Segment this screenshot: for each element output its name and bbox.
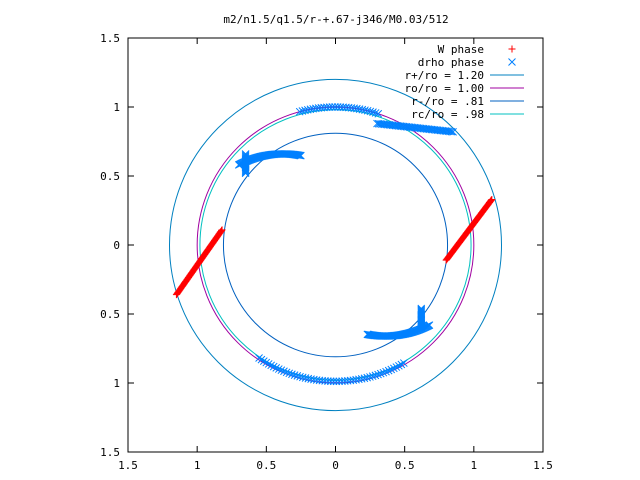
legend-swatch-0 <box>508 45 516 53</box>
data-point-1-237 <box>392 363 401 371</box>
data-point-1-239 <box>397 360 406 369</box>
data-point-1-193 <box>272 363 281 372</box>
data-point-1-171 <box>333 103 342 111</box>
data-point-1-156 <box>374 109 383 118</box>
y-tick-label-2: 0.5 <box>100 308 120 321</box>
x-tick-label-5: 1 <box>471 459 478 472</box>
data-point-1-198 <box>285 369 294 378</box>
legend-label-2: r+/ro = 1.20 <box>405 69 484 82</box>
y-tick-label-5: 1 <box>113 101 120 114</box>
data-point-1-170 <box>336 103 345 111</box>
legend-swatch-1 <box>508 58 516 66</box>
x-tick-label-2: 0.5 <box>256 459 276 472</box>
y-tick-label-4: 0.5 <box>100 170 120 183</box>
data-point-1-197 <box>282 368 291 377</box>
data-point-1-191 <box>267 361 276 370</box>
data-point-1-188 <box>259 357 268 365</box>
data-point-1-228 <box>368 372 377 381</box>
radius-circle-0 <box>169 78 502 412</box>
data-point-0-157 <box>487 197 495 205</box>
data-point-1-199 <box>288 370 296 379</box>
data-point-1-155 <box>234 161 243 169</box>
data-point-1-213 <box>326 377 335 386</box>
data-point-1-196 <box>280 367 288 376</box>
data-point-1-215 <box>332 377 341 386</box>
data-point-1-230 <box>374 370 382 379</box>
data-point-1-232 <box>379 368 388 377</box>
data-point-1-229 <box>371 371 380 380</box>
data-point-1-192 <box>269 362 278 371</box>
data-point-1-185 <box>295 107 304 116</box>
x-tick-label-4: 0.5 <box>395 459 415 472</box>
y-tick-label-1: 1 <box>113 377 120 390</box>
data-point-1-186 <box>255 354 263 362</box>
data-point-1-184 <box>298 107 307 115</box>
data-point-1-157 <box>371 109 380 117</box>
data-point-1-158 <box>369 108 377 117</box>
y-tick-label-0: 1.5 <box>100 446 120 459</box>
data-point-1-235 <box>387 365 396 374</box>
data-point-1-47 <box>446 127 454 136</box>
data-point-1-190 <box>264 360 273 368</box>
legend-label-0: W phase <box>438 43 484 56</box>
data-point-1-195 <box>277 366 286 375</box>
radius-circle-2 <box>222 132 449 358</box>
data-point-1-49 <box>449 127 457 136</box>
data-point-1-48 <box>447 127 456 136</box>
data-point-1-216 <box>335 377 344 386</box>
legend-label-3: ro/ro = 1.00 <box>405 82 484 95</box>
data-point-1-212 <box>324 377 332 385</box>
data-point-1-233 <box>382 367 390 376</box>
data-point-1-234 <box>384 366 393 375</box>
x-tick-label-0: 1.5 <box>118 459 138 472</box>
data-point-1-194 <box>274 365 283 373</box>
data-point-1-187 <box>257 355 266 364</box>
data-point-0-159 <box>488 195 496 203</box>
legend-label-4: r-/ro = .81 <box>411 95 484 108</box>
data-point-1-214 <box>329 377 338 386</box>
data-point-0-78 <box>217 227 225 235</box>
data-point-1-189 <box>262 358 271 367</box>
y-tick-label-6: 1.5 <box>100 32 120 45</box>
data-point-1-227 <box>366 373 374 381</box>
data-point-1-236 <box>389 364 398 373</box>
data-point-0-77 <box>217 227 225 235</box>
x-tick-label-6: 1.5 <box>533 459 553 472</box>
y-tick-label-3: 0 <box>113 239 120 252</box>
data-point-1-238 <box>395 361 403 370</box>
x-tick-label-1: 1 <box>194 459 201 472</box>
data-point-1-310 <box>425 321 434 329</box>
chart-title: m2/n1.5/q1.5/r-+.67-j346/M0.03/512 <box>223 13 448 26</box>
data-point-1-240 <box>399 359 408 367</box>
series-drho-phase <box>234 103 457 386</box>
x-tick-label-3: 0 <box>332 459 339 472</box>
series-w-phase <box>172 195 496 299</box>
legend-label-1: drho phase <box>418 56 484 69</box>
legend-label-5: rc/ro = .98 <box>411 108 484 121</box>
data-point-1-231 <box>376 369 385 378</box>
data-point-0-79 <box>218 226 226 234</box>
data-point-0-158 <box>487 196 495 204</box>
data-point-1-200 <box>290 371 299 379</box>
